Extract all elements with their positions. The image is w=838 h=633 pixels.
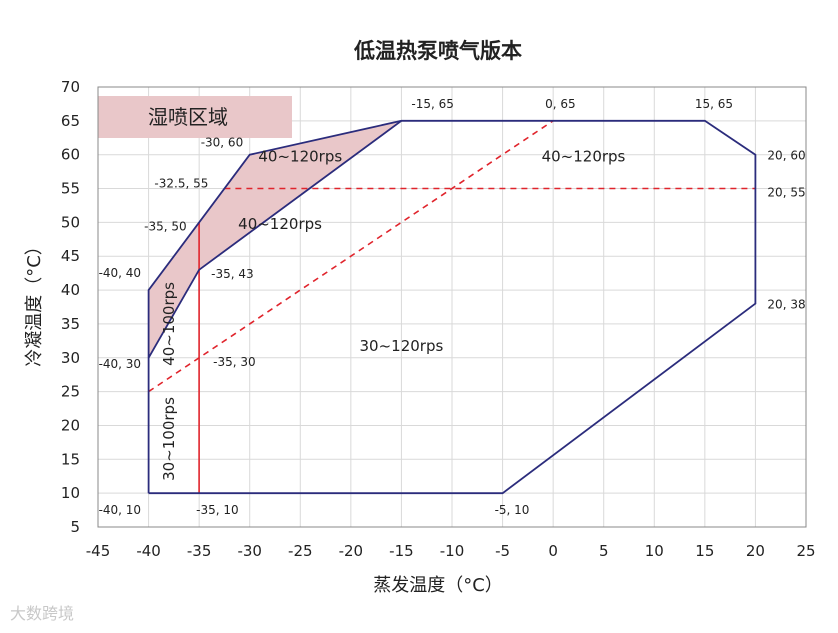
x-tick-label: 25 [796, 542, 815, 560]
y-tick-label: 5 [70, 518, 80, 536]
point-label: 20, 38 [767, 298, 805, 312]
y-tick-label: 15 [61, 450, 80, 468]
point-label: 20, 60 [767, 149, 805, 163]
labels-layer: -15, 65 0, 65 15, 65 -30, 60 20, 60 -32.5, 55… [99, 97, 806, 517]
y-tick-label: 30 [61, 349, 80, 367]
x-tick-label: -10 [440, 542, 465, 560]
y-tick-label: 20 [61, 416, 80, 434]
y-tick-label: 10 [61, 484, 80, 502]
plot-frame [97, 86, 807, 528]
point-label: -40, 10 [99, 503, 142, 517]
watermark: 大数跨境 [10, 604, 75, 623]
x-tick-label: 10 [645, 542, 664, 560]
legend-label: 湿喷区域 [148, 105, 228, 129]
x-tick-label: -15 [389, 542, 414, 560]
reference-line-diagonal-dashed [148, 120, 554, 393]
x-tick-label: 0 [548, 542, 558, 560]
grid [97, 86, 807, 528]
axes: -45 -40 -35 -30 -25 -20 -15 -10 -5 0 5 10 15 20 25 5 10 1… [61, 78, 816, 560]
y-tick-label: 25 [61, 383, 80, 401]
y-tick-label: 65 [61, 112, 80, 130]
region-label: 30~100rps [160, 397, 178, 481]
x-tick-label: 20 [746, 542, 765, 560]
x-tick-label: -25 [288, 542, 313, 560]
point-label: -35, 50 [144, 219, 187, 233]
x-tick-label: -40 [136, 542, 161, 560]
series-line-envelope-inner-boundary [147, 120, 402, 359]
point-label: -40, 40 [99, 266, 142, 280]
legend-swatch [98, 96, 292, 138]
x-tick-label: 15 [695, 542, 714, 560]
region-label: 40~120rps [238, 215, 322, 233]
point-label: 20, 55 [767, 186, 805, 200]
region-label: 30~120rps [360, 337, 444, 355]
x-tick-label: -35 [187, 542, 212, 560]
x-tick-label: -30 [237, 542, 262, 560]
x-tick-label: -20 [339, 542, 364, 560]
point-label: -40, 30 [99, 357, 142, 371]
region-label: 40~100rps [160, 282, 178, 366]
series-layer [147, 119, 757, 495]
region-label: 40~120rps [258, 147, 342, 165]
y-tick-label: 50 [61, 213, 80, 231]
y-tick-label: 40 [61, 281, 80, 299]
series-line-operating-envelope [147, 119, 757, 495]
y-axis-label: 冷凝温度（°C） [24, 237, 45, 367]
x-tick-label: 5 [599, 542, 609, 560]
y-tick-label: 55 [61, 180, 80, 198]
x-tick-label: -5 [495, 542, 510, 560]
y-tick-label: 35 [61, 315, 80, 333]
point-label: -35, 30 [213, 355, 256, 369]
x-tick-label: -45 [86, 542, 111, 560]
point-label: -15, 65 [411, 97, 454, 111]
point-label: -35, 10 [196, 503, 239, 517]
point-label: -32.5, 55 [154, 177, 208, 191]
y-tick-label: 60 [61, 146, 80, 164]
x-axis-label: 蒸发温度（°C） [373, 575, 503, 596]
point-label: 15, 65 [695, 97, 733, 111]
point-label: -35, 43 [211, 267, 254, 281]
point-label: 0, 65 [545, 97, 576, 111]
point-label: -30, 60 [201, 136, 244, 150]
y-tick-label: 45 [61, 247, 80, 265]
chart-title: 低温热泵喷气版本 [353, 39, 522, 63]
point-label: -5, 10 [495, 503, 530, 517]
region-label: 40~120rps [542, 147, 626, 165]
y-tick-label: 70 [61, 78, 80, 96]
